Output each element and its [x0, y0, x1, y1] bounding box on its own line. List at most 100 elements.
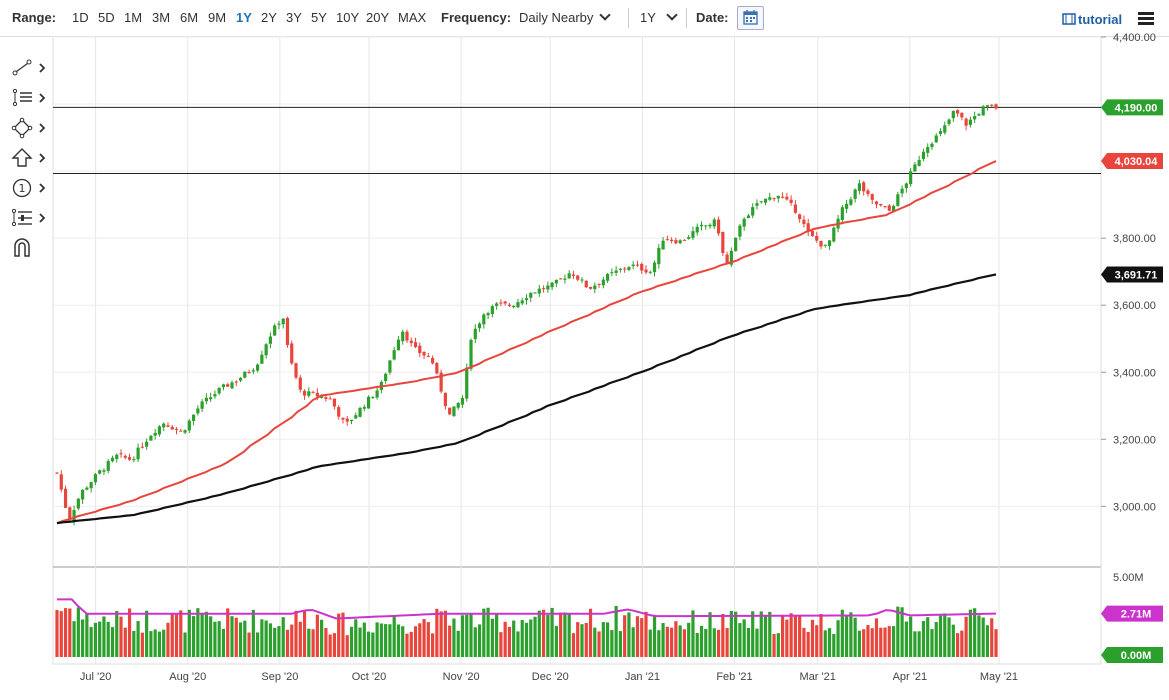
- volume-bar: [277, 626, 281, 657]
- x-tick-label: Dec '20: [532, 671, 569, 683]
- volume-bar: [610, 630, 614, 657]
- volume-bar: [819, 614, 823, 657]
- volume-bar: [68, 608, 72, 657]
- volume-bar: [452, 618, 456, 657]
- calendar-button[interactable]: [737, 6, 764, 30]
- candle-body: [725, 254, 729, 264]
- tutorial-link[interactable]: tutorial: [1062, 12, 1122, 27]
- volume-bar: [89, 627, 93, 657]
- candle-body: [123, 455, 127, 458]
- candle-body: [823, 244, 827, 246]
- volume-bar: [597, 631, 601, 657]
- range-button-9m[interactable]: 9M: [208, 10, 227, 25]
- candle-body: [443, 392, 448, 407]
- volume-bar: [887, 626, 891, 657]
- candle-body: [285, 318, 290, 345]
- range-button-3m[interactable]: 3M: [152, 10, 171, 25]
- shape-tool[interactable]: [10, 117, 50, 139]
- candle-body: [315, 392, 319, 397]
- range-button-6m[interactable]: 6M: [180, 10, 199, 25]
- volume-bar: [324, 628, 328, 657]
- volume-bar: [699, 625, 704, 657]
- volume-bar: [256, 632, 260, 657]
- line-draw-tool[interactable]: [10, 57, 50, 79]
- candle-body: [307, 391, 311, 396]
- range-button-1d[interactable]: 1D: [72, 10, 89, 25]
- volume-bar: [294, 610, 298, 657]
- candle-body: [320, 396, 324, 398]
- candle-body: [849, 199, 853, 205]
- range-button-3y[interactable]: 3Y: [286, 10, 302, 25]
- candle-body: [439, 372, 443, 392]
- volume-bar: [371, 632, 375, 657]
- volume-bar: [503, 621, 507, 657]
- candle-body: [691, 231, 695, 238]
- candle-body: [157, 426, 162, 435]
- candle-body: [699, 224, 704, 227]
- range-button-5d[interactable]: 5D: [98, 10, 115, 25]
- volume-bar: [725, 628, 729, 657]
- candle-body: [76, 498, 80, 509]
- range-button-10y[interactable]: 10Y: [336, 10, 360, 25]
- period-select[interactable]: 1Y: [640, 9, 678, 26]
- volume-bar: [379, 623, 383, 657]
- volume-bar: [951, 624, 955, 657]
- volume-bar: [311, 629, 315, 657]
- last-price-tag-text: 4,190.00: [1115, 102, 1158, 114]
- magnet-tool[interactable]: [10, 237, 50, 259]
- candle-body: [127, 457, 132, 460]
- candle-body: [721, 231, 725, 253]
- candle-body: [614, 270, 618, 273]
- volume-bar: [759, 611, 763, 657]
- candle-body: [985, 105, 990, 107]
- volume-bar: [721, 613, 725, 657]
- fib-tool[interactable]: [10, 207, 50, 229]
- range-button-1m[interactable]: 1M: [124, 10, 143, 25]
- candle-body: [349, 419, 354, 422]
- volume-bar: [354, 619, 358, 657]
- volume-bar: [443, 610, 448, 657]
- volume-bar: [217, 621, 221, 657]
- candle-body: [302, 390, 307, 396]
- volume-bar: [290, 624, 294, 657]
- candle-body: [571, 274, 576, 276]
- frequency-select[interactable]: Daily Nearby: [519, 9, 612, 26]
- volume-bar: [320, 619, 324, 657]
- candle-body: [345, 418, 349, 422]
- candle-body: [648, 271, 652, 273]
- list-lines-tool[interactable]: [10, 87, 50, 109]
- film-icon: [1062, 13, 1076, 25]
- volume-bar: [533, 616, 537, 657]
- candle-body: [413, 342, 418, 348]
- hamburger-menu-icon[interactable]: [1138, 12, 1154, 26]
- volume-bar: [110, 627, 115, 657]
- candle-body: [85, 487, 89, 490]
- range-button-2y[interactable]: 2Y: [261, 10, 277, 25]
- candle-body: [298, 377, 302, 390]
- volume-bar: [209, 616, 213, 657]
- range-button-1y[interactable]: 1Y: [236, 10, 252, 25]
- candle-body: [486, 313, 490, 316]
- candle-body: [174, 428, 179, 430]
- candle-body: [870, 194, 874, 200]
- volume-bar: [823, 630, 827, 657]
- volume-bar: [337, 613, 341, 657]
- candle-body: [503, 301, 507, 304]
- counter-tool[interactable]: 1: [10, 177, 50, 199]
- price-tick-label: 3,200.00: [1113, 434, 1156, 446]
- volume-bar: [307, 628, 311, 657]
- candle-body: [132, 459, 136, 461]
- arrow-tool[interactable]: [10, 147, 50, 169]
- candle-body: [563, 278, 567, 280]
- candle-body: [977, 114, 981, 116]
- range-button-5y[interactable]: 5Y: [311, 10, 327, 25]
- volume-bar: [63, 608, 68, 657]
- volume-bar: [529, 619, 533, 657]
- candle-body: [273, 325, 277, 336]
- volume-bar: [751, 611, 755, 657]
- candle-body: [930, 143, 934, 148]
- volume-bar: [345, 635, 349, 657]
- range-button-20y[interactable]: 20Y: [366, 10, 390, 25]
- range-button-max[interactable]: MAX: [398, 10, 427, 25]
- candle-body: [559, 278, 563, 280]
